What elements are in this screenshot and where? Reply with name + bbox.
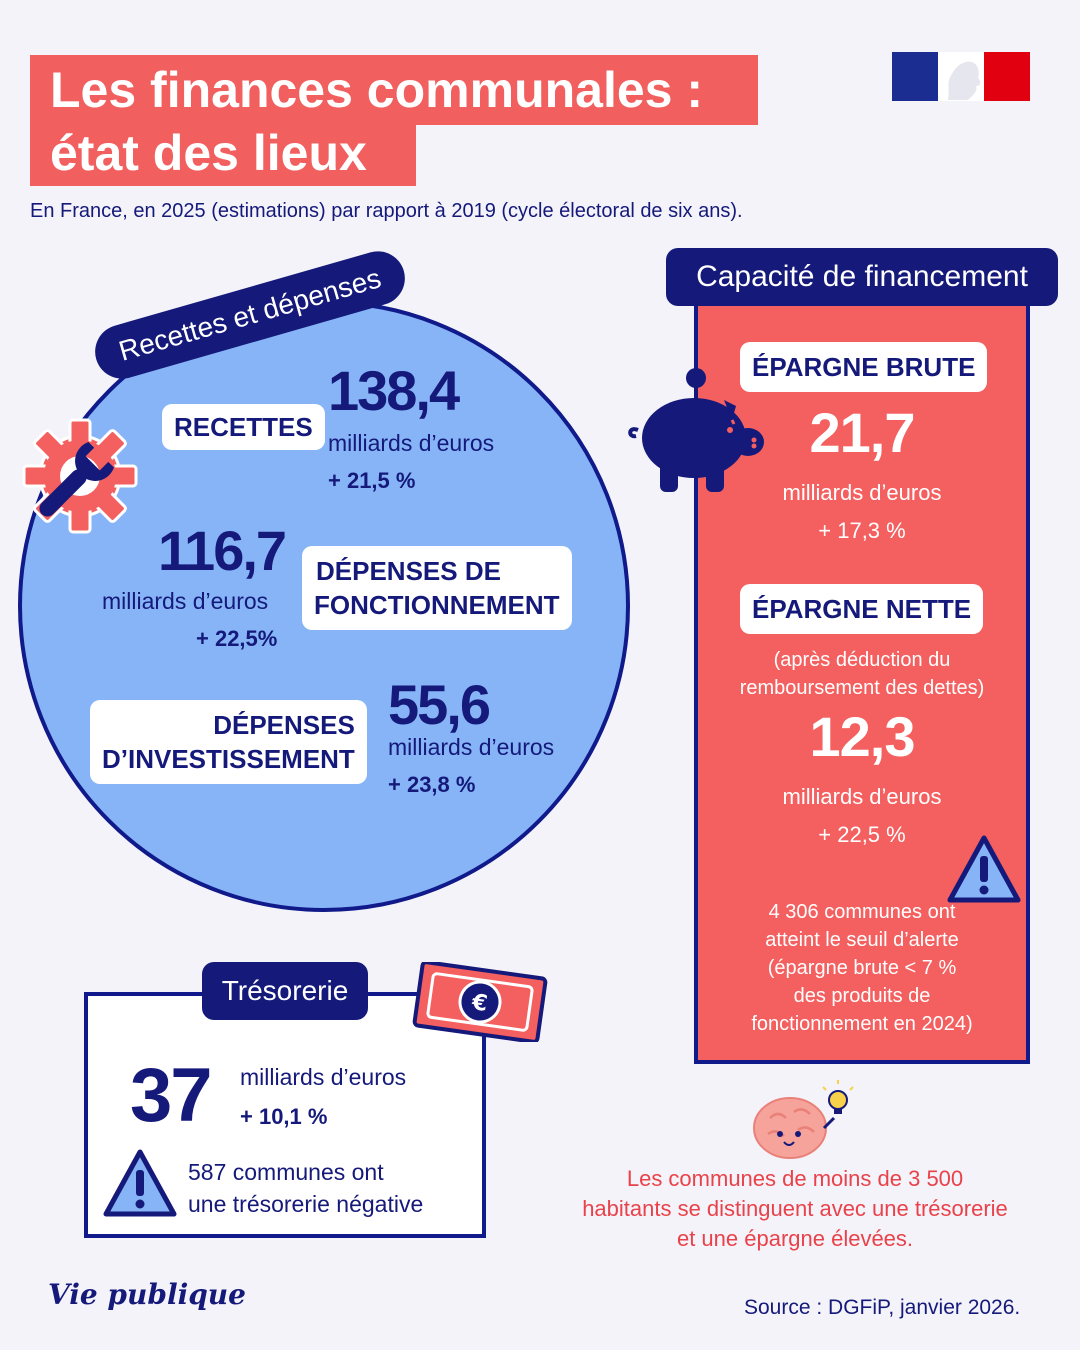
gear-wrench-icon	[22, 418, 138, 534]
investissement-change: + 23,8 %	[388, 772, 476, 797]
tresorerie-change: + 10,1 %	[240, 1104, 328, 1129]
seuil-alerte-line: atteint le seuil d’alerte	[765, 929, 959, 951]
seuil-alerte-line: (épargne brute < 7 %	[767, 957, 957, 979]
piggy-bank-icon	[628, 368, 764, 492]
capacite-financement-box	[694, 300, 1030, 1064]
epargne-brute-label: ÉPARGNE BRUTE	[740, 342, 988, 392]
investissement-label: DÉPENSES D’INVESTISSEMENT	[90, 700, 367, 784]
investissement-label-line-2: D’INVESTISSEMENT	[102, 744, 355, 774]
seuil-alerte-text: 4 306 communes ont atteint le seuil d’al…	[694, 898, 1030, 1038]
fonctionnement-value: 116,7	[158, 519, 287, 582]
svg-text:€: €	[469, 990, 489, 1017]
page-title-line-1: Les finances communales :	[30, 55, 758, 125]
warning-icon	[947, 835, 1021, 903]
tresorerie-warning-line-1: 587 communes ont	[188, 1159, 384, 1185]
vie-publique-logo: Vie publique	[48, 1278, 246, 1311]
epargne-nette-unit: milliards d’euros	[782, 784, 942, 809]
tresorerie-warning-line-2: une trésorerie négative	[188, 1191, 424, 1217]
page-subtitle: En France, en 2025 (estimations) par rap…	[30, 200, 743, 222]
epargne-nette-note-line-2: remboursement des dettes)	[739, 677, 985, 699]
fonctionnement-label: DÉPENSES DE FONCTIONNEMENT	[302, 546, 572, 630]
epargne-brute-unit: milliards d’euros	[782, 480, 942, 505]
brain-idea-icon	[753, 1080, 854, 1159]
recettes-unit: milliards d’euros	[328, 430, 495, 456]
capacite-financement-header: Capacité de financement	[666, 248, 1058, 306]
epargne-nette-label: ÉPARGNE NETTE	[740, 584, 984, 634]
recettes-value: 138,4	[328, 359, 460, 422]
fonctionnement-label-line-2: FONCTIONNEMENT	[314, 590, 560, 620]
epargne-nette-change: + 22,5 %	[818, 822, 906, 847]
euro-banknote-icon: €	[412, 962, 548, 1042]
fonctionnement-change: + 22,5%	[196, 626, 278, 651]
tresorerie-value: 37	[130, 1053, 213, 1138]
investissement-value: 55,6	[388, 673, 491, 736]
tresorerie-unit: milliards d’euros	[240, 1064, 407, 1090]
marianne-profile-icon	[948, 61, 981, 100]
source-text: Source : DGFiP, janvier 2026.	[744, 1296, 1021, 1319]
investissement-label-line-1: DÉPENSES	[213, 710, 355, 740]
recettes-label: RECETTES	[162, 404, 325, 450]
seuil-alerte-line: fonctionnement en 2024)	[751, 1013, 973, 1035]
fonctionnement-label-line-1: DÉPENSES DE	[316, 556, 501, 586]
petites-communes-note: Les communes de moins de 3 500 habitants…	[556, 1164, 1034, 1254]
tresorerie-header: Trésorerie	[202, 962, 368, 1020]
tresorerie-warning-text: 587 communes ont une trésorerie négative	[188, 1156, 423, 1220]
seuil-alerte-line: des produits de	[793, 985, 931, 1007]
epargne-nette-note-line-1: (après déduction du	[773, 649, 951, 671]
investissement-unit: milliards d’euros	[388, 734, 555, 760]
epargne-nette-value: 12,3	[809, 705, 916, 768]
page-title-line-2: état des lieux	[30, 120, 416, 186]
note-line-1: Les communes de moins de 3 500	[626, 1166, 964, 1191]
fonctionnement-unit: milliards d’euros	[102, 588, 269, 614]
epargne-nette-note: (après déduction du remboursement des de…	[694, 646, 1030, 702]
epargne-brute-value: 21,7	[809, 401, 916, 464]
republique-francaise-logo	[892, 52, 1030, 101]
seuil-alerte-line: 4 306 communes ont	[768, 901, 956, 923]
note-line-3: et une épargne élevées.	[676, 1226, 914, 1251]
recettes-change: + 21,5 %	[328, 468, 416, 493]
epargne-brute-change: + 17,3 %	[818, 518, 906, 543]
note-line-2: habitants se distinguent avec une trésor…	[582, 1196, 1008, 1221]
warning-icon	[103, 1149, 177, 1217]
